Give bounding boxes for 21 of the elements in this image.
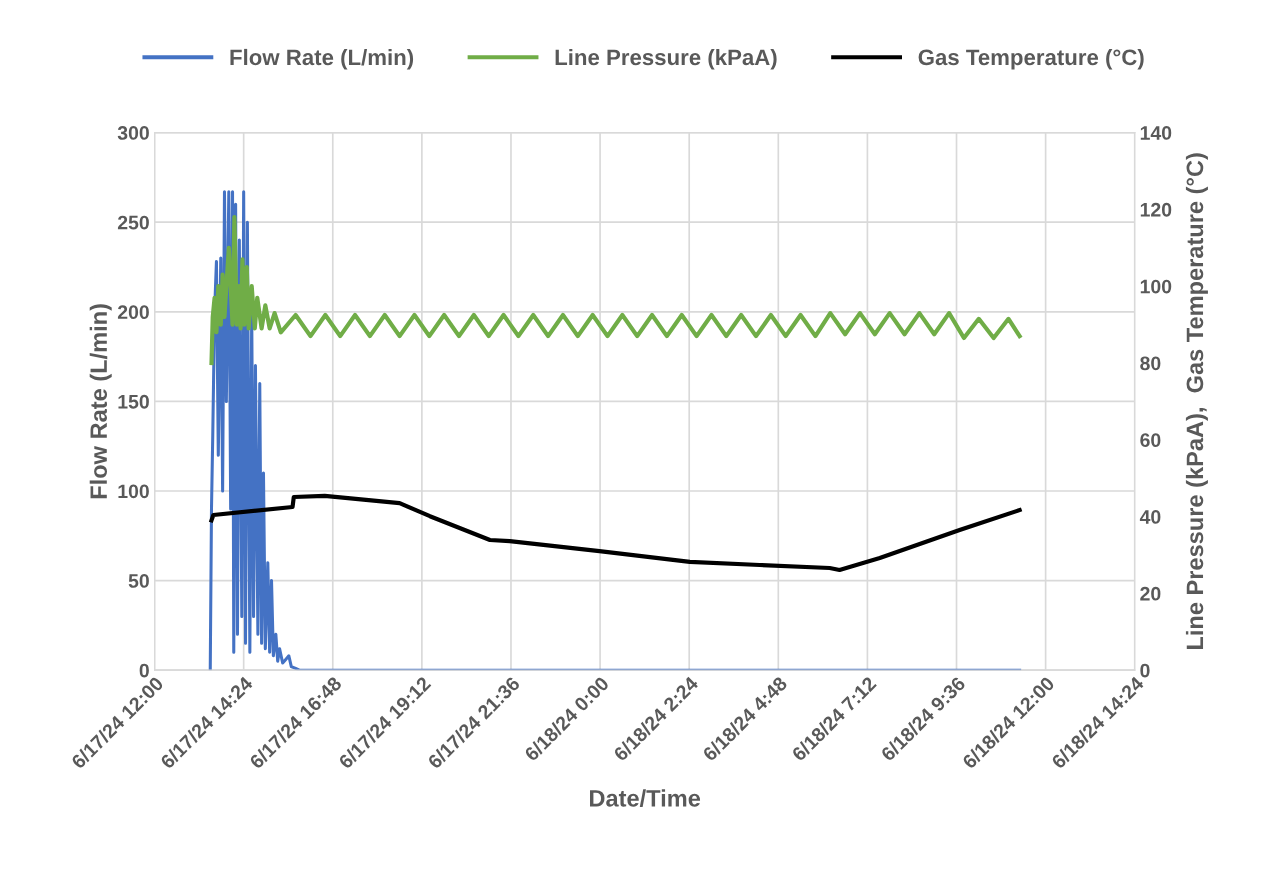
y2-tick-label: 0 <box>1140 663 1150 678</box>
legend-label: Line Pressure (kPaA) <box>555 48 777 70</box>
y2-axis-title: Line Pressure (kPaA), Gas Temperature (°C) <box>1185 153 1208 650</box>
y-tick-label: 300 <box>117 126 149 140</box>
y-tick-label: 0 <box>139 663 149 678</box>
legend-label: Flow Rate (L/min) <box>230 48 414 70</box>
y-tick-label: 200 <box>117 305 149 320</box>
y2-tick-label: 20 <box>1140 586 1161 601</box>
y2-tick-label: 120 <box>1140 202 1172 217</box>
legend-label: Gas Temperature (°C) <box>918 48 1144 70</box>
x-axis-title: Date/Time <box>590 789 701 807</box>
y2-tick-label: 100 <box>1140 279 1172 294</box>
y2-tick-label: 60 <box>1140 433 1161 448</box>
y-tick-label: 250 <box>117 215 149 230</box>
y2-tick-label: 140 <box>1140 126 1172 140</box>
y-tick-label: 50 <box>128 574 149 588</box>
y-tick-label: 100 <box>118 484 149 499</box>
y-axis-title: Flow Rate (L/min) <box>89 304 112 499</box>
y-tick-label: 150 <box>118 394 149 409</box>
y2-tick-label: 80 <box>1140 356 1161 371</box>
y2-tick-label: 40 <box>1139 510 1161 524</box>
